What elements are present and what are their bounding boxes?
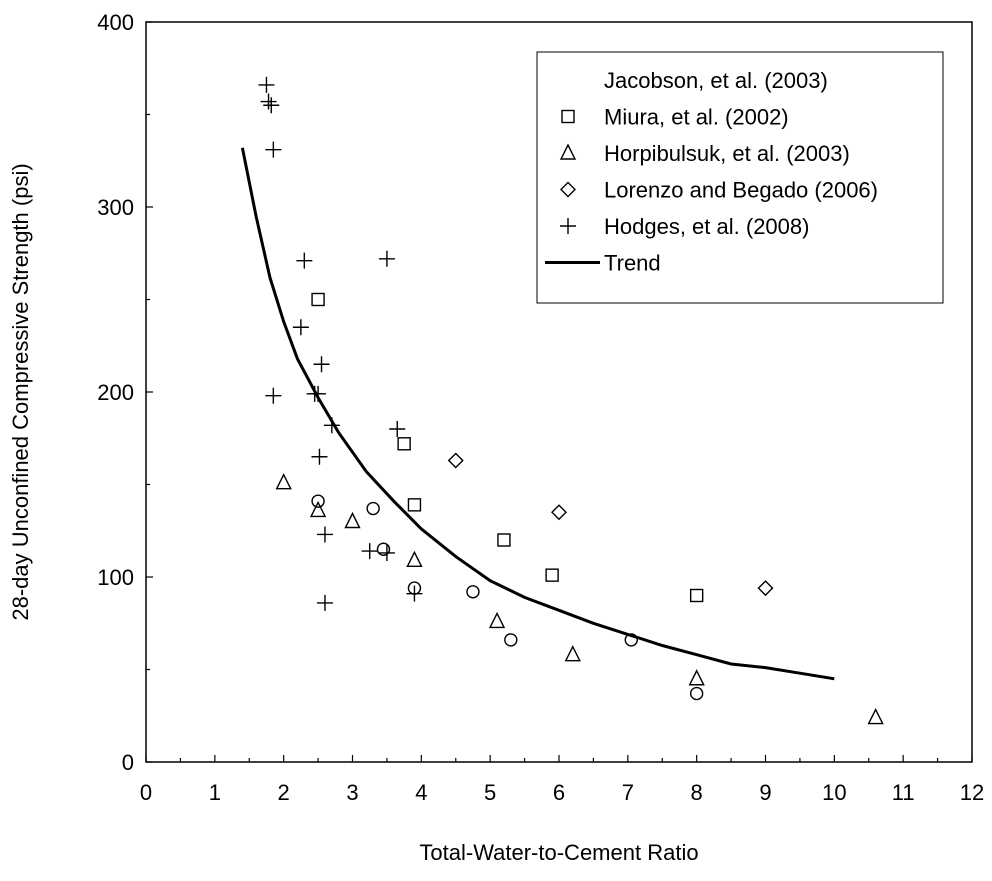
legend-label: Lorenzo and Begado (2006) (604, 178, 878, 203)
x-tick-label: 4 (415, 780, 427, 805)
legend-label: Trend (604, 251, 661, 276)
triangle-point (488, 611, 506, 629)
plus-point (292, 319, 309, 336)
triangle-point (688, 669, 705, 686)
x-tick-label: 1 (209, 780, 221, 805)
plus-point (316, 526, 333, 543)
triangle-point (406, 550, 423, 568)
plus-point (316, 594, 333, 611)
legend-plus-marker (560, 218, 576, 234)
plus-point (361, 543, 378, 560)
trend-line (240, 147, 835, 681)
x-tick-label: 0 (140, 780, 152, 805)
square-point (497, 533, 511, 547)
square-point (397, 437, 411, 451)
x-tick-label: 6 (553, 780, 565, 805)
square-point (407, 498, 422, 512)
square-point (689, 588, 704, 603)
circle-point (311, 494, 325, 508)
diamond-point (551, 504, 567, 521)
axis-ticks (145, 21, 973, 763)
circle-point (466, 585, 480, 599)
x-tick-label: 11 (892, 780, 915, 805)
plus-point (258, 76, 275, 93)
data-marks (240, 76, 884, 725)
legend-diamond-marker (560, 181, 576, 198)
plus-point (260, 93, 277, 110)
plus-point (389, 421, 406, 437)
y-tick-label: 400 (97, 10, 134, 35)
x-tick-label: 7 (622, 780, 634, 805)
y-tick-label: 100 (97, 565, 134, 590)
x-tick-label: 2 (278, 780, 290, 805)
y-tick-label: 200 (97, 380, 134, 405)
triangle-point (309, 500, 327, 518)
legend-items: Jacobson, et al. (2003) Miura, et al. (20… (545, 68, 878, 276)
plus-point (378, 250, 395, 267)
x-axis-title: Total-Water-to-Cement Ratio (419, 840, 698, 865)
plus-point (313, 356, 330, 373)
circle-point (366, 501, 380, 516)
x-tick-label: 5 (484, 780, 496, 805)
circle-point (624, 633, 638, 647)
x-tick-label: 9 (759, 780, 771, 805)
plus-point (406, 585, 423, 602)
diamond-point (757, 580, 774, 597)
plus-point (265, 141, 282, 158)
circle-point (376, 542, 391, 556)
legend-label: Miura, et al. (2002) (604, 105, 789, 130)
legend-box (536, 51, 944, 304)
y-tick-label: 300 (97, 195, 134, 220)
triangle-point (564, 645, 581, 662)
x-tick-label: 10 (822, 780, 846, 805)
circle-point (689, 686, 704, 701)
legend-triangle-marker (559, 143, 577, 160)
x-tick-label: 8 (691, 780, 703, 805)
square-point (545, 568, 559, 582)
plus-point (311, 448, 328, 465)
legend-label: Jacobson, et al. (2003) (604, 68, 828, 93)
legend-label: Horpibulsuk, et al. (2003) (604, 141, 850, 166)
legend-label: Hodges, et al. (2008) (604, 214, 809, 239)
plus-point (265, 387, 282, 404)
triangle-point (275, 473, 292, 490)
legend-square-marker (561, 109, 575, 124)
y-axis-title: 28-day Unconfined Compressive Strength (… (8, 163, 33, 620)
triangle-point (344, 511, 361, 529)
circle-point (504, 633, 518, 647)
triangle-point (867, 708, 884, 725)
plus-point (263, 97, 280, 114)
x-tick-label: 12 (960, 780, 984, 805)
plus-point (296, 252, 313, 269)
square-point (311, 292, 325, 307)
x-tick-label: 3 (346, 780, 358, 805)
legend: Jacobson, et al. (2003) Miura, et al. (20… (536, 51, 944, 304)
diamond-point (447, 452, 464, 469)
y-tick-label: 0 (122, 750, 134, 775)
plus-point (378, 544, 395, 561)
